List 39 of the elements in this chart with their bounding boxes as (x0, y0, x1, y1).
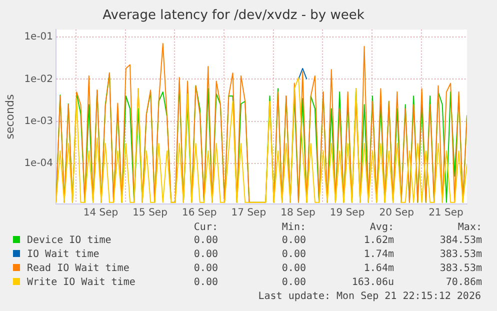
text: 0.00 (192, 276, 218, 290)
x-tick-label: 15 Sep (132, 208, 168, 219)
text: 1.62m (362, 234, 394, 248)
text: 0.00 (280, 234, 306, 248)
y-tick-label: 1e-04 (24, 158, 54, 170)
text: Last update: Mon Sep 21 22:15:12 2026 (257, 290, 482, 304)
y-axis-title: seconds (3, 94, 16, 140)
x-tick-label: 19 Sep (330, 208, 365, 219)
y-tick-label: 1e-03 (24, 116, 54, 127)
text: Avg: (368, 222, 394, 234)
x-tick-label: 18 Sep (280, 208, 316, 219)
text: 384.53m (438, 234, 482, 248)
x-tick-label: 17 Sep (231, 208, 266, 219)
legend-label: Read IO Wait time (26, 262, 130, 276)
text: 1.64m (362, 262, 394, 276)
text: 0.00 (280, 276, 306, 290)
x-tick-label: 16 Sep (182, 208, 217, 219)
text: 383.53m (438, 248, 482, 262)
legend-label: IO Wait time (26, 248, 100, 262)
text: Max: (456, 222, 482, 234)
text: Cur: (192, 222, 218, 234)
text: 70.86m (444, 276, 482, 290)
text: 0.00 (192, 262, 218, 276)
y-tick-label: 1e-01 (24, 32, 54, 43)
text: 383.53m (438, 262, 482, 276)
text: 0.00 (192, 248, 218, 262)
text: Min: (280, 222, 306, 234)
y-tick-label: 1e-02 (24, 74, 54, 85)
text: 1.74m (362, 248, 394, 262)
text: 0.00 (192, 234, 218, 248)
x-tick-label: 21 Sep (428, 208, 464, 219)
x-tick-label: 14 Sep (83, 208, 118, 219)
legend-label: Write IO Wait time (26, 276, 136, 290)
chart-title: Average latency for /dev/xvdz - by week (102, 8, 365, 24)
text: 0.00 (280, 262, 306, 276)
x-tick-label: 20 Sep (379, 208, 414, 219)
text: 0.00 (280, 248, 306, 262)
legend-label: Device IO time (26, 234, 112, 248)
text: 163.06u (350, 276, 394, 290)
